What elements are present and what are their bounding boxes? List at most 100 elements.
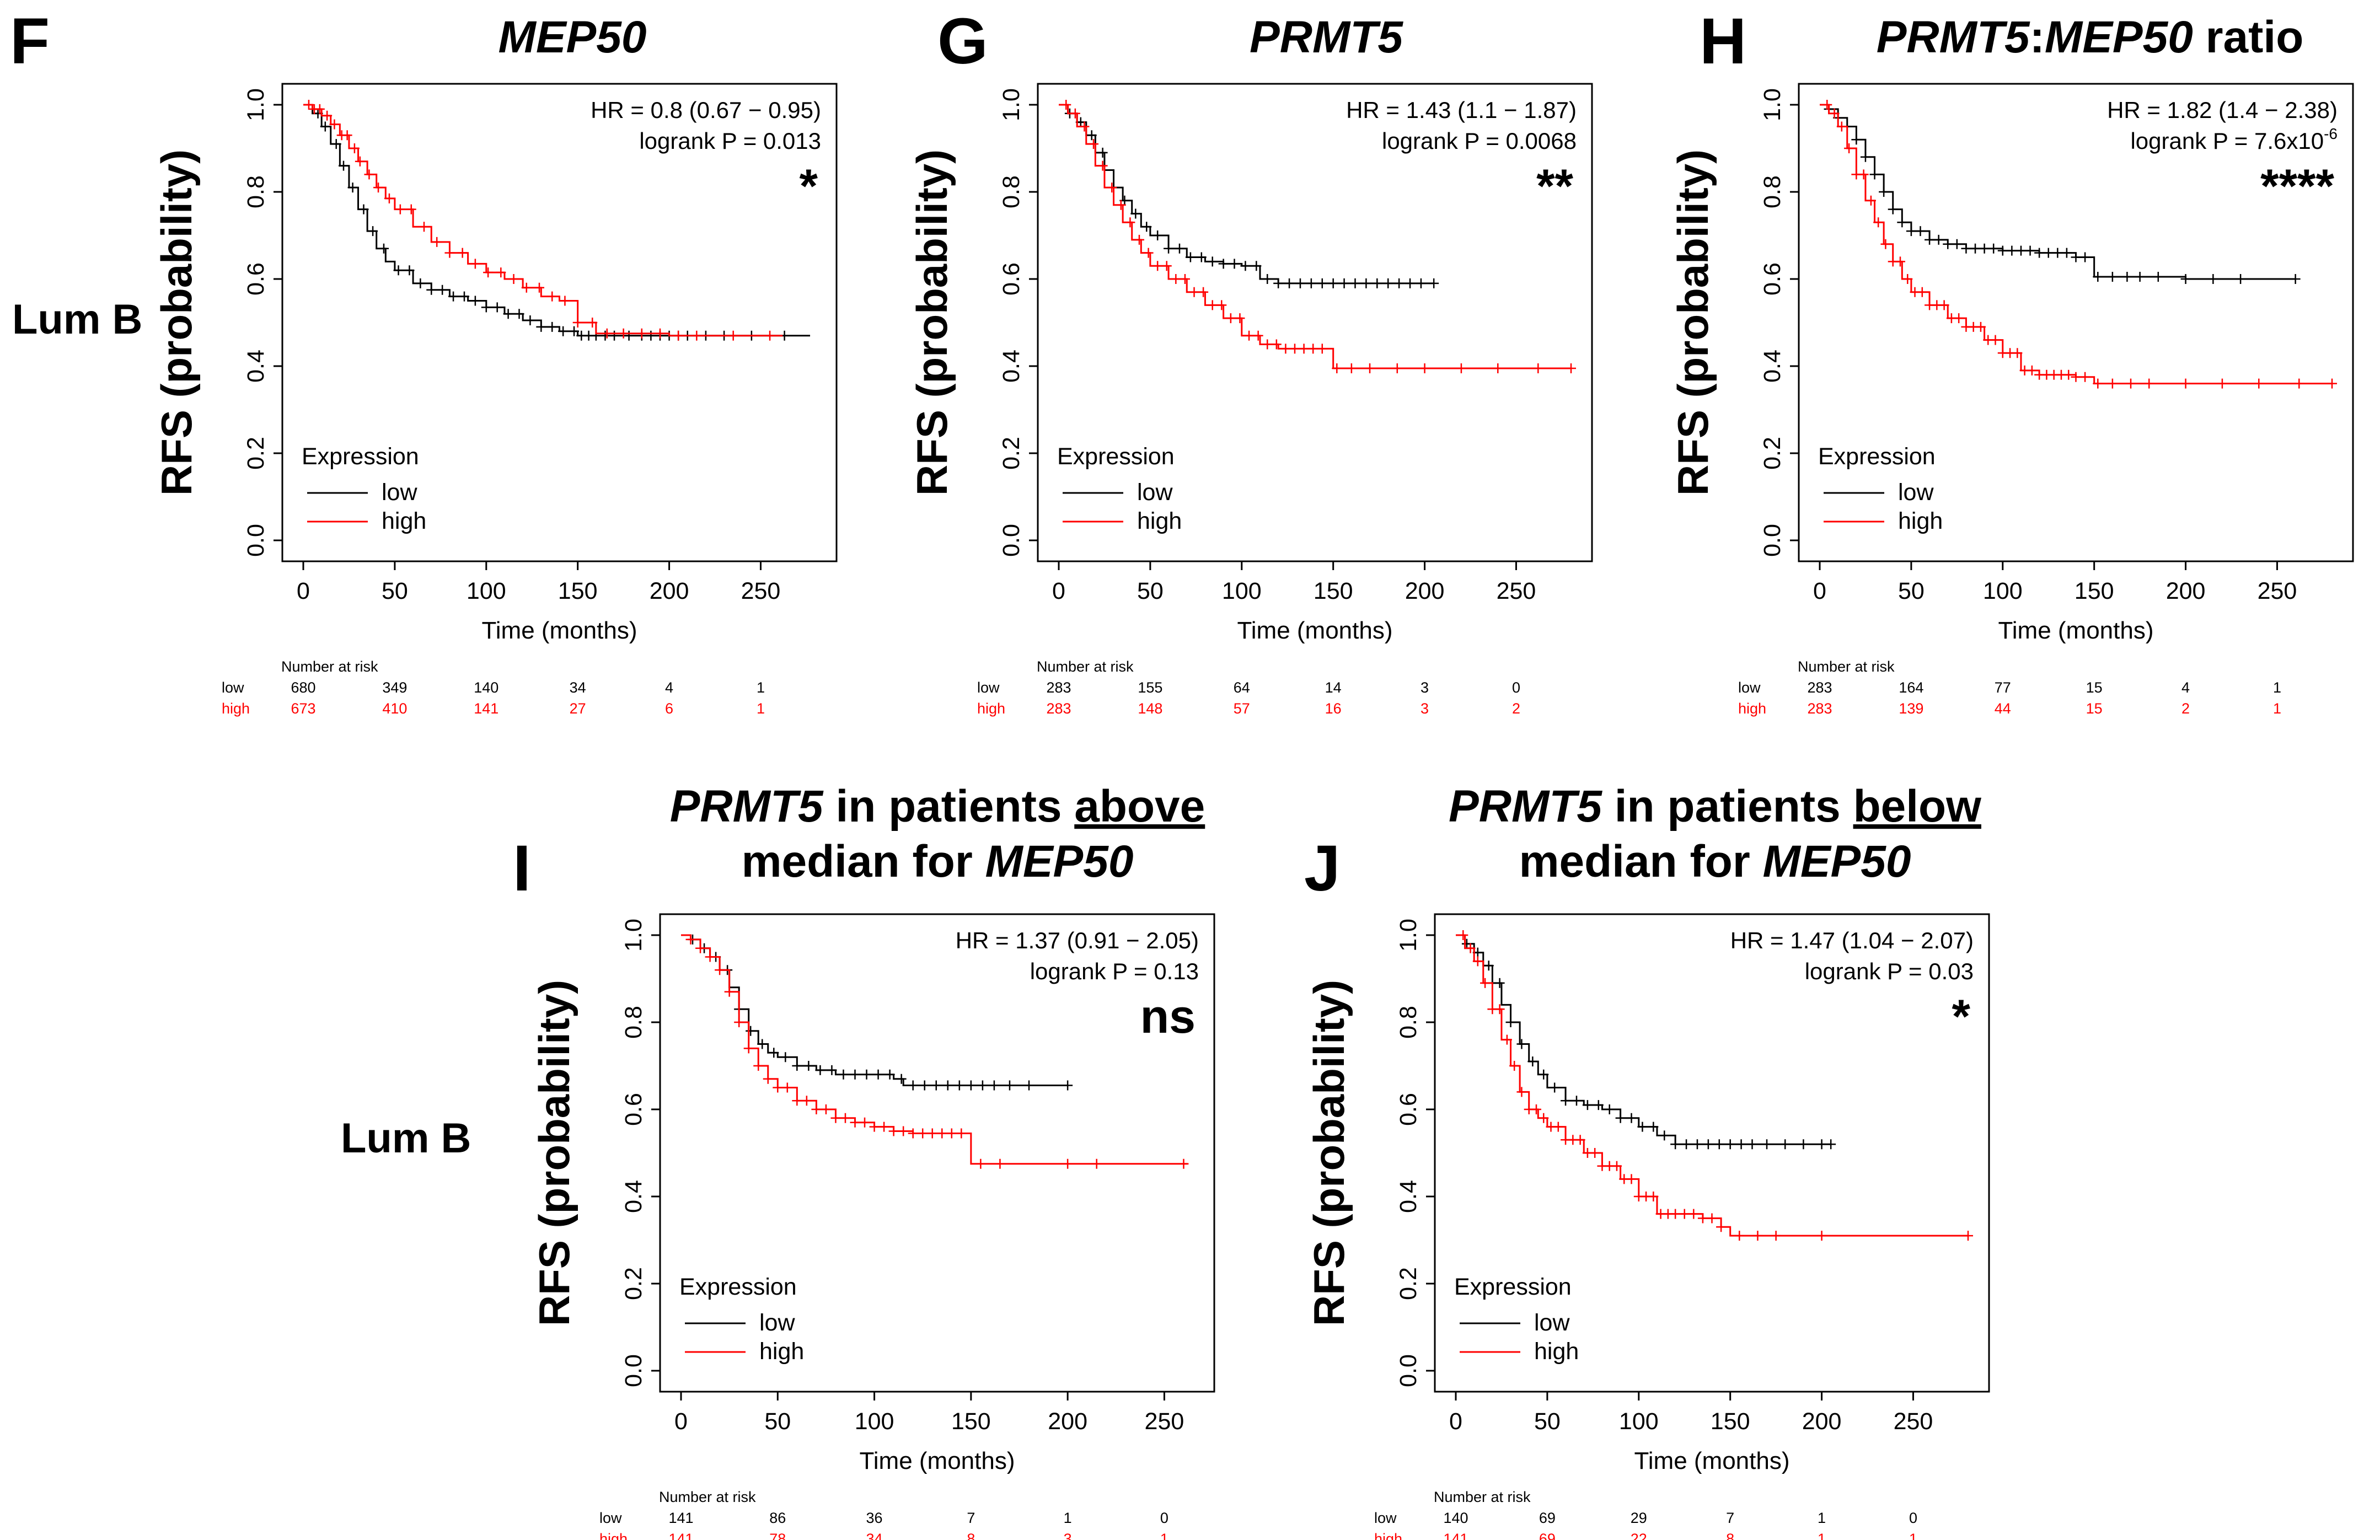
panels: F MEP50 0.0 0.2 0.4 0.6 0.8 1.0 RFS (probability…: [10, 5, 2354, 1540]
risk-row-label-low: low: [599, 1510, 622, 1526]
censor-mark: [448, 291, 459, 302]
censor-mark: [1493, 363, 1503, 373]
censor-mark: [1063, 1080, 1073, 1091]
risk-count-low: 4: [2181, 679, 2190, 696]
risk-count-low: 29: [1631, 1510, 1647, 1526]
censor-mark: [536, 321, 546, 332]
legend-label-high: high: [1898, 508, 1943, 534]
censor-mark: [1225, 313, 1236, 324]
risk-count-low: 0: [1909, 1510, 1917, 1526]
title-part-1: :: [2030, 12, 2045, 62]
legend-label-high: high: [382, 508, 426, 534]
panel-title: PRMT5:MEP50 ratio: [1877, 12, 2304, 62]
censor-mark: [1902, 274, 1913, 284]
censor-mark: [1346, 363, 1357, 373]
x-tick-label: 250: [741, 578, 781, 604]
panel-title-line2: median for MEP50: [1519, 836, 1911, 887]
censor-mark: [1531, 1104, 1541, 1114]
risk-row-label-high: high: [222, 700, 250, 717]
censor-mark: [1416, 278, 1426, 288]
logrank-p-main: logrank P = 0.013: [639, 128, 821, 154]
censor-mark: [1714, 1139, 1724, 1150]
censor-mark: [1593, 1100, 1604, 1110]
censor-mark: [415, 278, 426, 288]
censor-mark: [496, 267, 506, 278]
censor-mark: [349, 143, 360, 153]
risk-count-low: 140: [474, 679, 498, 696]
title2-part-0: median: [742, 836, 900, 887]
censor-mark: [1550, 1082, 1560, 1093]
censor-mark: [1392, 363, 1402, 373]
censor-mark: [1419, 363, 1430, 373]
censor-mark: [1429, 278, 1439, 288]
censor-mark: [1539, 1113, 1549, 1123]
risk-count-high: 2: [1512, 700, 1520, 717]
risk-count-high: 139: [1899, 700, 1923, 717]
censor-mark: [322, 110, 333, 121]
censor-mark: [1798, 1139, 1809, 1150]
censor-mark: [1465, 943, 1476, 953]
censor-mark: [1185, 252, 1196, 262]
legend-title: Expression: [679, 1274, 797, 1300]
censor-mark: [514, 309, 524, 319]
censor-mark: [765, 330, 775, 341]
censor-mark: [1954, 313, 1964, 324]
legend-label-low: low: [1898, 479, 1934, 506]
censor-mark: [1915, 226, 1926, 237]
censor-mark: [1590, 1148, 1600, 1158]
censor-mark: [503, 309, 513, 319]
censor-mark: [2093, 272, 2103, 282]
legend-label-high: high: [1534, 1338, 1579, 1365]
censor-mark: [558, 326, 569, 336]
logrank-p: logrank P = 0.013: [639, 128, 821, 154]
censor-mark: [492, 302, 502, 313]
hazard-ratio: HR = 0.8 (0.67 − 0.95): [591, 97, 821, 123]
censor-mark: [1332, 363, 1342, 373]
censor-mark: [569, 326, 580, 336]
censor-mark: [1611, 1161, 1622, 1171]
x-tick-label: 150: [1314, 578, 1353, 604]
censor-mark: [1539, 1069, 1549, 1080]
y-tick-label: 0.4: [1395, 1180, 1422, 1213]
panel-title-line2: median for MEP50: [742, 836, 1134, 887]
censor-mark: [1164, 243, 1174, 254]
censor-mark: [2144, 378, 2154, 389]
censor-mark: [1516, 1039, 1527, 1049]
censor-mark: [1736, 1139, 1746, 1150]
risk-count-high: 1: [1160, 1531, 1168, 1540]
censor-mark: [1153, 261, 1163, 271]
censor-mark: [705, 952, 715, 962]
censor-marks-low: [1461, 938, 1836, 1150]
x-tick-label: 100: [467, 578, 506, 604]
y-tick-label: 0.8: [998, 175, 1025, 208]
censor-mark: [1582, 1100, 1593, 1110]
risk-count-low: 3: [1421, 679, 1429, 696]
censor-mark: [827, 1065, 837, 1075]
censor-mark: [792, 1096, 802, 1106]
risk-count-low: 64: [1234, 679, 1250, 696]
censor-marks-low: [1824, 104, 2301, 284]
censor-mark: [2107, 378, 2118, 389]
censor-mark: [1716, 1222, 1727, 1232]
y-tick-label: 0.6: [1395, 1093, 1422, 1126]
risk-row-label-high: high: [977, 700, 1005, 717]
censor-mark: [1933, 234, 1944, 245]
risk-row-label-low: low: [1738, 679, 1761, 696]
legend-title: Expression: [1818, 443, 1936, 470]
censor-mark: [782, 1082, 792, 1093]
censor-mark: [746, 1026, 756, 1036]
censor-mark: [1207, 256, 1218, 267]
censor-mark: [1218, 259, 1229, 269]
censor-mark: [2126, 378, 2136, 389]
censor-mark: [685, 934, 696, 945]
censor-mark: [1780, 1139, 1791, 1150]
x-tick-label: 150: [951, 1408, 991, 1435]
censor-mark: [1372, 278, 1382, 288]
censor-mark: [1988, 243, 1999, 254]
censor-mark: [1480, 978, 1491, 988]
logrank-p-main: logrank P = 0.03: [1805, 958, 1974, 984]
x-tick-label: 150: [558, 578, 598, 604]
x-tick-label: 0: [1449, 1408, 1462, 1435]
